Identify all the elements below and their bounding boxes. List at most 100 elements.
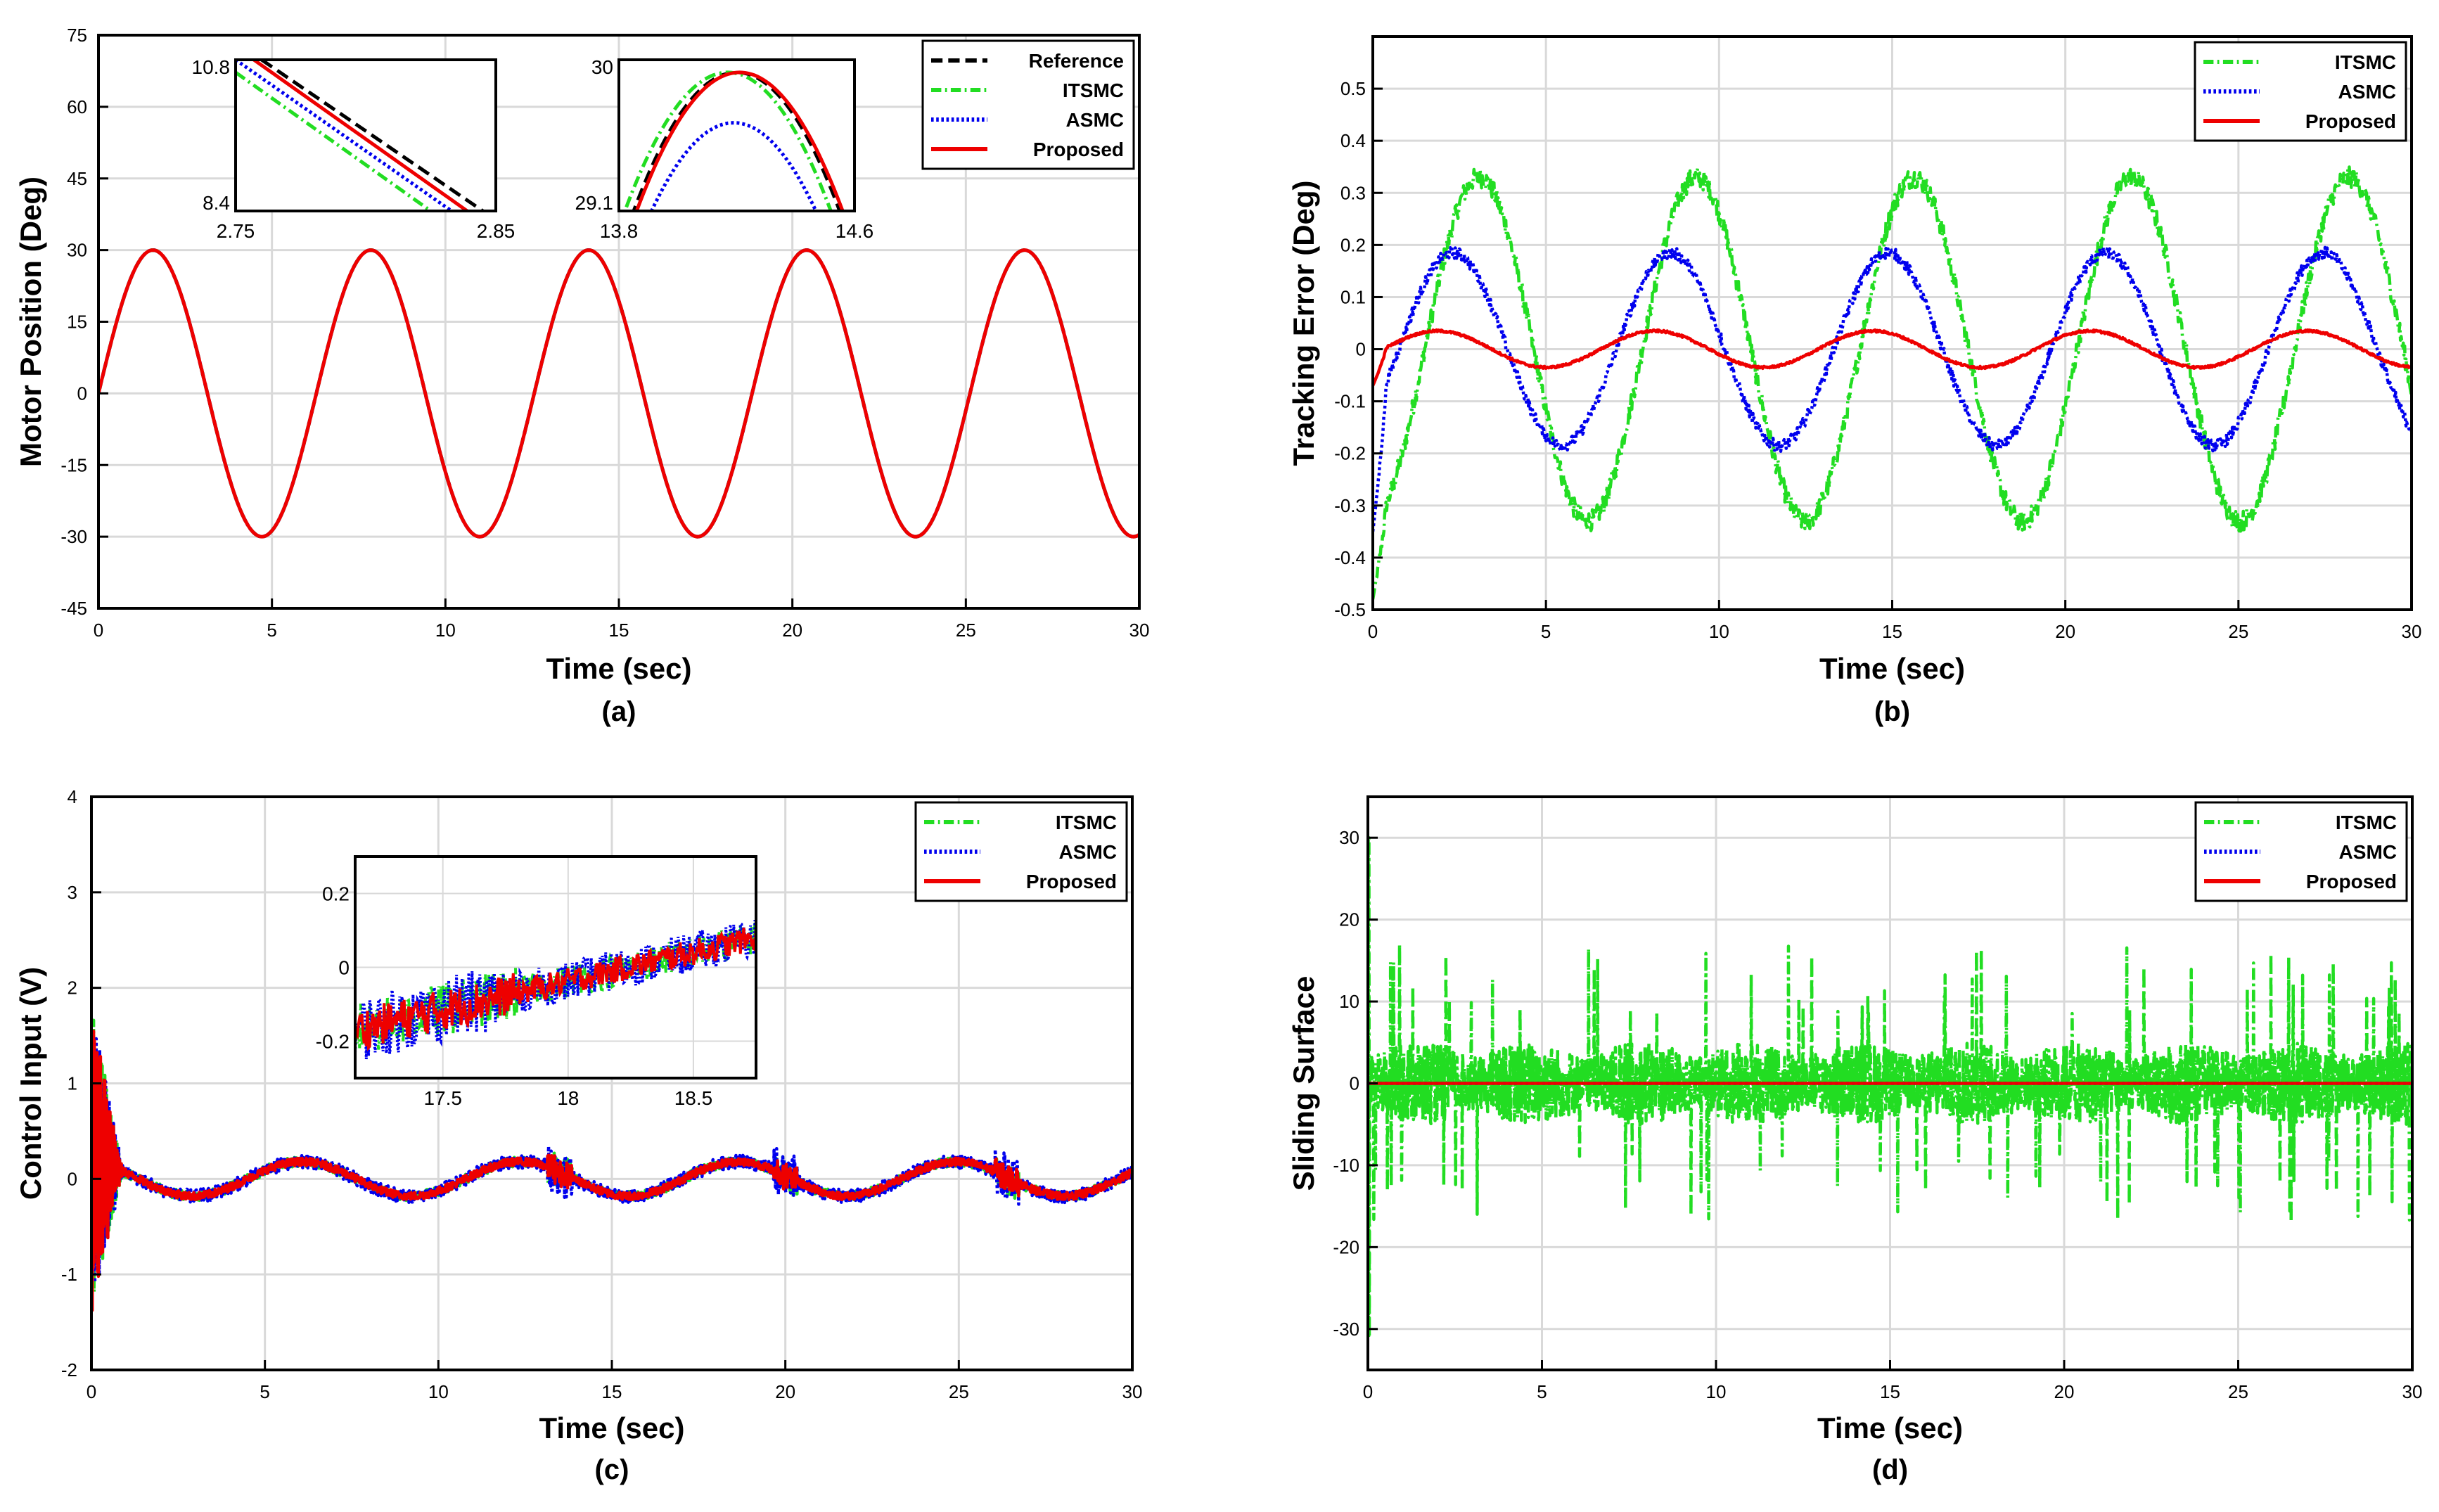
y-tick-label: 20 [1339, 909, 1359, 930]
x-tick-label: 5 [1541, 621, 1551, 642]
y-tick-label: -10 [1333, 1155, 1359, 1176]
x-axis-label: Time (sec) [546, 652, 692, 685]
x-tick-label: 30 [1129, 620, 1150, 641]
y-tick-label: -0.5 [1334, 599, 1366, 620]
legend-label-asmc: ASMC [1059, 841, 1117, 863]
figure-caption: (a) [602, 696, 636, 727]
x-tick-label: 10 [1709, 621, 1729, 642]
chart-b: 0 5 10 15 20 25 30 -0.5 -0.4 -0.3 -0.2 -0.1 0 0.1 0.2 0… [1287, 35, 2422, 727]
y-tick-label: 30 [67, 240, 87, 261]
y-axis-label: Control Input (V) [14, 967, 47, 1200]
axes-frame [97, 34, 1141, 610]
x-axis-label: Time (sec) [1819, 652, 1965, 685]
legend-label-itsmc: ITSMC [2335, 51, 2396, 73]
x-tick-label: 20 [775, 1381, 795, 1402]
legend-label-proposed: Proposed [2305, 110, 2396, 132]
legend-label-itsmc: ITSMC [1063, 79, 1124, 101]
figure-caption: (b) [1874, 696, 1910, 727]
series-itsmc [1373, 165, 2412, 600]
legend-label-proposed: Proposed [1026, 871, 1117, 892]
inset-frame [234, 58, 497, 212]
inset-line-reference [260, 60, 484, 211]
y-tick-label: 4 [68, 786, 77, 807]
inset-1: 2.75 2.85 8.4 10.8 [192, 56, 516, 242]
y-tick-label: -0.4 [1334, 547, 1366, 568]
series-proposed [91, 1030, 1132, 1312]
inset-y-tick-label: 0 [338, 957, 350, 979]
x-tick-label: 30 [2402, 621, 2422, 642]
legend-label-itsmc: ITSMC [2336, 812, 2397, 833]
x-tick-label: 10 [435, 620, 456, 641]
y-tick-label: 1 [68, 1073, 77, 1094]
x-tick-label: 5 [267, 620, 276, 641]
x-tick-label: 15 [602, 1381, 622, 1402]
series-group [1368, 835, 2412, 1339]
chart-a: 0 5 10 15 20 25 30 -45 -30 -15 0 15 30 45 60 75 Time (se… [14, 25, 1149, 727]
series-group [1373, 165, 2412, 600]
y-tick-label: -1 [61, 1264, 77, 1285]
y-tick-label: 2 [68, 978, 77, 999]
x-tick-label: 30 [2402, 1381, 2423, 1402]
y-tick-label: 60 [67, 96, 87, 117]
inset-x-tick-label: 18.5 [674, 1087, 713, 1109]
chart-d: 0 5 10 15 20 25 30 -30 -20 -10 0 10 20 30 Time (sec) Sl… [1287, 795, 2423, 1485]
x-tick-label: 0 [94, 620, 103, 641]
inset-y-tick-label: 0.2 [322, 883, 350, 905]
inset-area [619, 60, 854, 211]
y-tick-label: 0.5 [1340, 78, 1366, 99]
y-tick-label: -20 [1333, 1236, 1359, 1257]
y-tick-label: -15 [60, 454, 87, 475]
inset-series [236, 60, 484, 211]
x-tick-label: 5 [1537, 1381, 1547, 1402]
y-tick-label: 0 [1350, 1073, 1359, 1094]
inset-x-tick-label: 13.8 [600, 220, 639, 242]
inset-series-proposed [355, 927, 756, 1051]
y-axis-label: Tracking Error (Deg) [1287, 180, 1320, 466]
legend-label-proposed: Proposed [2306, 871, 2397, 892]
inset-frame [354, 855, 757, 1079]
inset-y-tick-label: 8.4 [203, 192, 230, 214]
y-tick-label: 0 [1356, 339, 1366, 360]
x-tick-label: 25 [956, 620, 976, 641]
x-tick-label: 25 [2228, 1381, 2248, 1402]
x-tick-label: 15 [1882, 621, 1902, 642]
inset-series [355, 920, 756, 1060]
inset-line-asmc [236, 60, 453, 211]
y-tick-label: -30 [60, 526, 87, 547]
y-tick-label: 3 [68, 882, 77, 903]
inset-y-tick-label: 30 [591, 56, 613, 78]
inset-x-tick-label: 2.75 [217, 220, 255, 242]
legend-label-itsmc: ITSMC [1056, 812, 1117, 833]
y-axis-label: Motor Position (Deg) [14, 177, 47, 467]
series-group [98, 248, 1139, 539]
y-tick-label: -0.2 [1334, 443, 1366, 464]
axes-frame [90, 795, 1134, 1371]
inset-x-tick-label: 2.85 [477, 220, 516, 242]
y-tick-label: -0.1 [1334, 391, 1366, 412]
y-tick-label: 0.2 [1340, 234, 1366, 255]
series-itsmc [1368, 835, 2412, 1339]
y-tick-label: 15 [67, 312, 87, 333]
x-tick-label: 5 [260, 1381, 269, 1402]
inset-y-tick-label: 29.1 [575, 192, 614, 214]
y-tick-label: -30 [1333, 1319, 1359, 1340]
y-tick-label: 0.1 [1340, 286, 1366, 307]
inset-peak-proposed [634, 70, 845, 211]
y-tick-label: 0.4 [1340, 130, 1366, 151]
inset-line-itsmc [236, 70, 432, 211]
y-tick-label: 75 [67, 25, 87, 46]
series-proposed [1373, 328, 2412, 387]
x-axis-label: Time (sec) [539, 1411, 685, 1444]
inset-x-tick-label: 17.5 [423, 1087, 462, 1109]
x-tick-label: 20 [782, 620, 802, 641]
y-tick-label: 0.3 [1340, 182, 1366, 203]
y-tick-label: -45 [60, 598, 87, 619]
x-tick-label: 30 [1122, 1381, 1143, 1402]
legend-label-asmc: ASMC [2338, 81, 2396, 103]
legend-label-proposed: Proposed [1033, 139, 1124, 160]
figure-caption: (d) [1872, 1454, 1908, 1485]
y-tick-label: -0.3 [1334, 495, 1366, 516]
x-tick-label: 0 [1368, 621, 1378, 642]
